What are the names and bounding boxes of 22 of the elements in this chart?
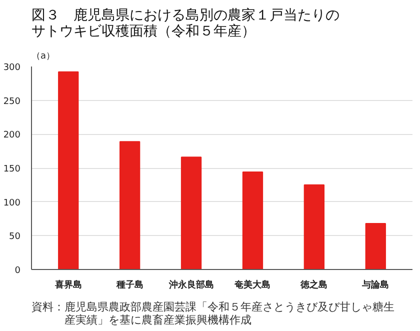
y-axis-title: （a） [32, 52, 56, 62]
bar [58, 71, 79, 270]
y-tick-label: 300 [3, 63, 21, 73]
x-tick-label: 喜界島 [54, 280, 82, 290]
bar [119, 141, 140, 270]
y-tick-label: 200 [3, 130, 21, 141]
y-tick-label: 50 [9, 232, 21, 242]
bar [180, 156, 202, 270]
y-tick-label: 150 [3, 164, 21, 174]
y-tick-label: 100 [3, 198, 21, 208]
x-tick-label: 沖永良部島 [168, 280, 214, 290]
text: 資料：鹿児島県農政部農産園芸課「令和５年産さとうきび及び甘しゃ糖生産実績」を基に農畜産業振興機構作成 [32, 300, 394, 326]
bar [365, 222, 386, 270]
bar [242, 172, 264, 270]
bar [304, 184, 325, 270]
chart-title: 図３ 鹿児島県における島別の農家１戸当たりのサトウキビ収穫面積（令和５年産） [32, 8, 340, 40]
x-tick-label: 与論島 [361, 280, 390, 290]
y-tick-label: 0 [14, 266, 21, 276]
x-tick-label: 種子島 [115, 280, 144, 290]
x-tick-label: 徳之島 [300, 280, 328, 290]
x-tick-label: 奄美大島 [234, 280, 271, 290]
y-tick-label: 250 [3, 96, 21, 107]
